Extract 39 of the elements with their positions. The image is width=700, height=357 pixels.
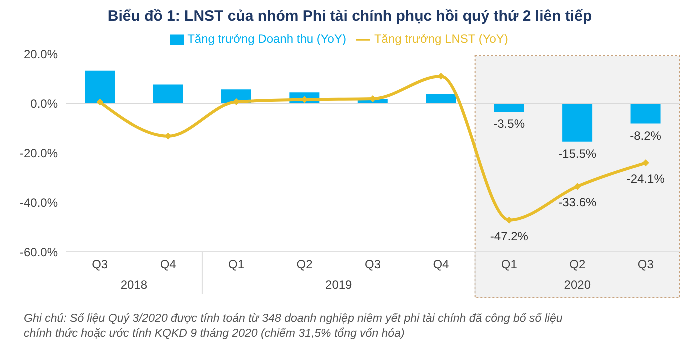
bar bbox=[494, 104, 524, 112]
point bbox=[96, 98, 104, 106]
y-tick-label: -60.0% bbox=[20, 245, 58, 260]
legend-label: Tăng trưởng Doanh thu (YoY) bbox=[188, 32, 346, 46]
data-label: -33.6% bbox=[558, 196, 598, 210]
text: Ghi chú: Số liệu Quý 3/2020 được tính toán từ 348 doanh nghiệp niêm yết phi tài chính đã công bố số liệu chính thức hoặc ước tính KQKD 9 tháng 2020 (chiếm 31,5% tổng vốn hóa) bbox=[24, 312, 564, 342]
data-label: -3.5% bbox=[494, 117, 526, 132]
bar bbox=[562, 104, 593, 142]
point bbox=[574, 183, 582, 190]
x-tick-label: Q2 bbox=[570, 258, 586, 272]
x-tick-label: Q3 bbox=[364, 258, 382, 272]
x-tick-label: Q3 bbox=[92, 258, 108, 272]
chart-title: Biểu đồ 1: LNST của nhóm Phi tài chính phục hồi quý thứ 2 liên tiếp bbox=[106, 8, 594, 25]
legend-label: Tăng trưởng LNST (YoY) bbox=[374, 32, 508, 46]
y-tick-label: -40.0% bbox=[20, 196, 58, 210]
y-tick-label: -20.0% bbox=[20, 146, 58, 160]
data-label: -24.1% bbox=[626, 172, 666, 186]
point bbox=[506, 216, 513, 224]
point bbox=[642, 160, 650, 167]
bar bbox=[85, 70, 115, 104]
data-label: -47.2% bbox=[490, 229, 529, 244]
text: 2018 bbox=[120, 278, 149, 292]
bar bbox=[426, 94, 456, 104]
bar bbox=[153, 84, 184, 104]
bar bbox=[630, 104, 661, 124]
y-tick-label: 0.0% bbox=[30, 96, 58, 111]
y-tick-label: 20.0% bbox=[24, 47, 58, 62]
point bbox=[370, 96, 376, 103]
text: 2020 bbox=[563, 278, 592, 292]
data-label: -8.2% bbox=[630, 128, 662, 143]
x-tick-label: Q4 bbox=[433, 258, 450, 272]
x-tick-label: Q2 bbox=[296, 258, 314, 272]
point bbox=[438, 73, 445, 80]
x-tick-label: Q1 bbox=[501, 258, 518, 272]
x-tick-label: Q4 bbox=[160, 258, 177, 272]
data-label: -15.5% bbox=[558, 146, 597, 161]
text: 2019 bbox=[324, 278, 354, 292]
x-tick-label: Q1 bbox=[228, 258, 245, 272]
x-tick-label: Q3 bbox=[638, 258, 654, 272]
